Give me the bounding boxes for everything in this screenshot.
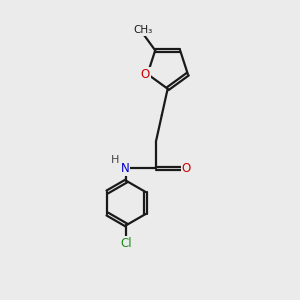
- Text: N: N: [121, 162, 129, 175]
- Text: CH₃: CH₃: [134, 25, 153, 35]
- Text: O: O: [182, 162, 191, 175]
- Text: Cl: Cl: [121, 237, 132, 250]
- Text: O: O: [140, 68, 150, 81]
- Text: H: H: [111, 155, 119, 165]
